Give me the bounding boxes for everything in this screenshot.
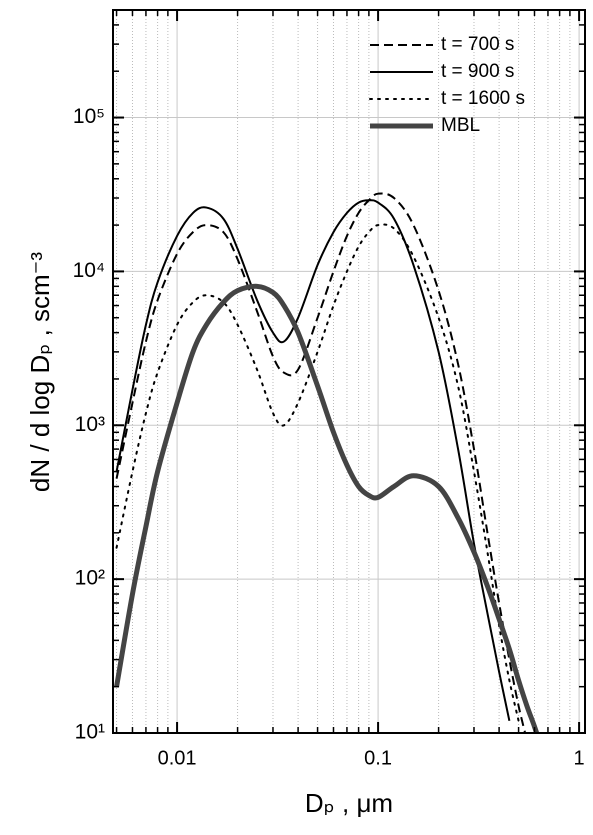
y-tick-label: 10⁴ (73, 259, 105, 282)
plot-frame (112, 9, 586, 734)
series-line (115, 192, 527, 733)
series-line (115, 199, 511, 722)
legend-label: MBL (441, 115, 480, 136)
y-tick-label: 10³ (75, 413, 105, 436)
series-line (115, 223, 520, 722)
x-tick-label: 0.01 (158, 747, 197, 769)
y-tick-label: 10⁵ (73, 105, 105, 128)
x-axis-title: Dₚ , μm (305, 788, 393, 818)
y-axis-title: dN / d log Dₚ , scm⁻³ (25, 252, 55, 492)
legend-label: t = 1600 s (441, 88, 525, 109)
x-tick-label: 1 (574, 747, 585, 769)
legend-label: t = 700 s (441, 34, 514, 55)
legend-label: t = 900 s (441, 61, 514, 82)
y-tick-label: 10² (75, 567, 105, 590)
x-tick-label: 0.1 (364, 747, 392, 769)
series-line (114, 283, 540, 733)
y-tick-label: 10¹ (75, 721, 105, 744)
